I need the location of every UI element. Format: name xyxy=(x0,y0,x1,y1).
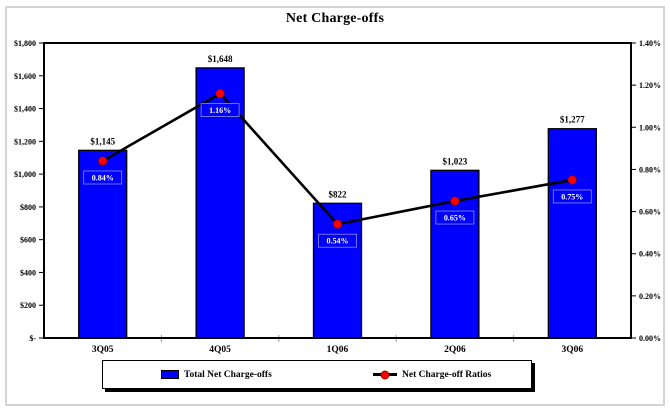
legend-line-marker-icon xyxy=(373,370,397,379)
right-axis-tick-label: 0.40% xyxy=(639,250,661,259)
left-axis-tick-label: $400 xyxy=(20,268,36,277)
ratio-label: 0.84% xyxy=(92,174,114,183)
bar-3Q06 xyxy=(547,128,597,339)
legend-label-bars: Total Net Charge-offs xyxy=(184,369,272,380)
ratio-label: 0.65% xyxy=(444,214,466,223)
x-axis-label: 1Q06 xyxy=(327,345,349,355)
legend-item-net-charge-off-ratios: Net Charge-off Ratios xyxy=(373,361,491,388)
x-axis-label: 2Q06 xyxy=(444,345,466,355)
ratio-marker-1Q06 xyxy=(332,219,342,229)
legend-marker-dot-icon xyxy=(380,370,390,379)
bar-value-label: $1,023 xyxy=(443,156,468,166)
legend-item-total-net-charge-offs: Total Net Charge-offs xyxy=(161,361,272,388)
ratio-label-box xyxy=(435,210,475,225)
left-axis-tick-label: $1,400 xyxy=(14,105,36,114)
ratio-label-box xyxy=(200,103,240,117)
ratio-marker-4Q05 xyxy=(215,89,225,99)
right-axis-tick-label: 0.20% xyxy=(639,292,661,301)
ratio-label-box xyxy=(552,189,592,204)
left-axis-tick-label: $600 xyxy=(20,236,36,245)
ratio-marker-2Q06 xyxy=(450,196,460,206)
x-axis-label: 3Q05 xyxy=(92,345,114,355)
right-axis-tick-label: 0.80% xyxy=(639,165,661,174)
bar-value-label: $1,277 xyxy=(560,115,585,125)
bar-value-label: $1,648 xyxy=(208,54,233,64)
ratio-label: 0.75% xyxy=(561,192,583,201)
legend: Total Net Charge-offs Net Charge-off Rat… xyxy=(102,360,532,389)
ratio-marker-3Q06 xyxy=(567,175,577,185)
ratio-label: 1.16% xyxy=(209,106,231,115)
left-axis-tick-label: $200 xyxy=(20,301,36,310)
left-axis-tick-label: $- xyxy=(29,334,36,343)
left-axis-tick-label: $1,000 xyxy=(14,170,36,179)
x-axis-label: 3Q06 xyxy=(561,345,583,355)
legend-bar-swatch-icon xyxy=(161,370,179,379)
legend-label-line: Net Charge-off Ratios xyxy=(402,369,492,380)
right-axis-tick-label: 1.00% xyxy=(639,123,661,132)
left-axis-tick-label: $1,600 xyxy=(14,72,36,81)
left-axis-tick-label: $800 xyxy=(20,203,36,212)
ratio-label: 0.54% xyxy=(327,237,349,246)
left-axis-tick-label: $1,800 xyxy=(14,39,36,48)
left-axis-tick-label: $1,200 xyxy=(14,137,36,146)
plot-frame xyxy=(43,42,632,339)
right-axis-tick-label: 0.00% xyxy=(639,334,661,343)
right-axis-tick-label: 1.40% xyxy=(639,39,661,48)
bar-2Q06 xyxy=(430,169,480,339)
ratio-marker-3Q05 xyxy=(98,156,108,166)
bar-value-label: $822 xyxy=(329,189,348,199)
chart-title: Net Charge-offs xyxy=(285,11,385,26)
bar-value-label: $1,145 xyxy=(90,136,115,146)
right-axis-tick-label: 1.20% xyxy=(639,81,661,90)
x-axis-label: 4Q05 xyxy=(209,345,231,355)
right-axis-tick-label: 0.60% xyxy=(639,208,661,217)
ratio-label-box xyxy=(83,170,123,185)
ratio-label-box xyxy=(318,233,357,248)
